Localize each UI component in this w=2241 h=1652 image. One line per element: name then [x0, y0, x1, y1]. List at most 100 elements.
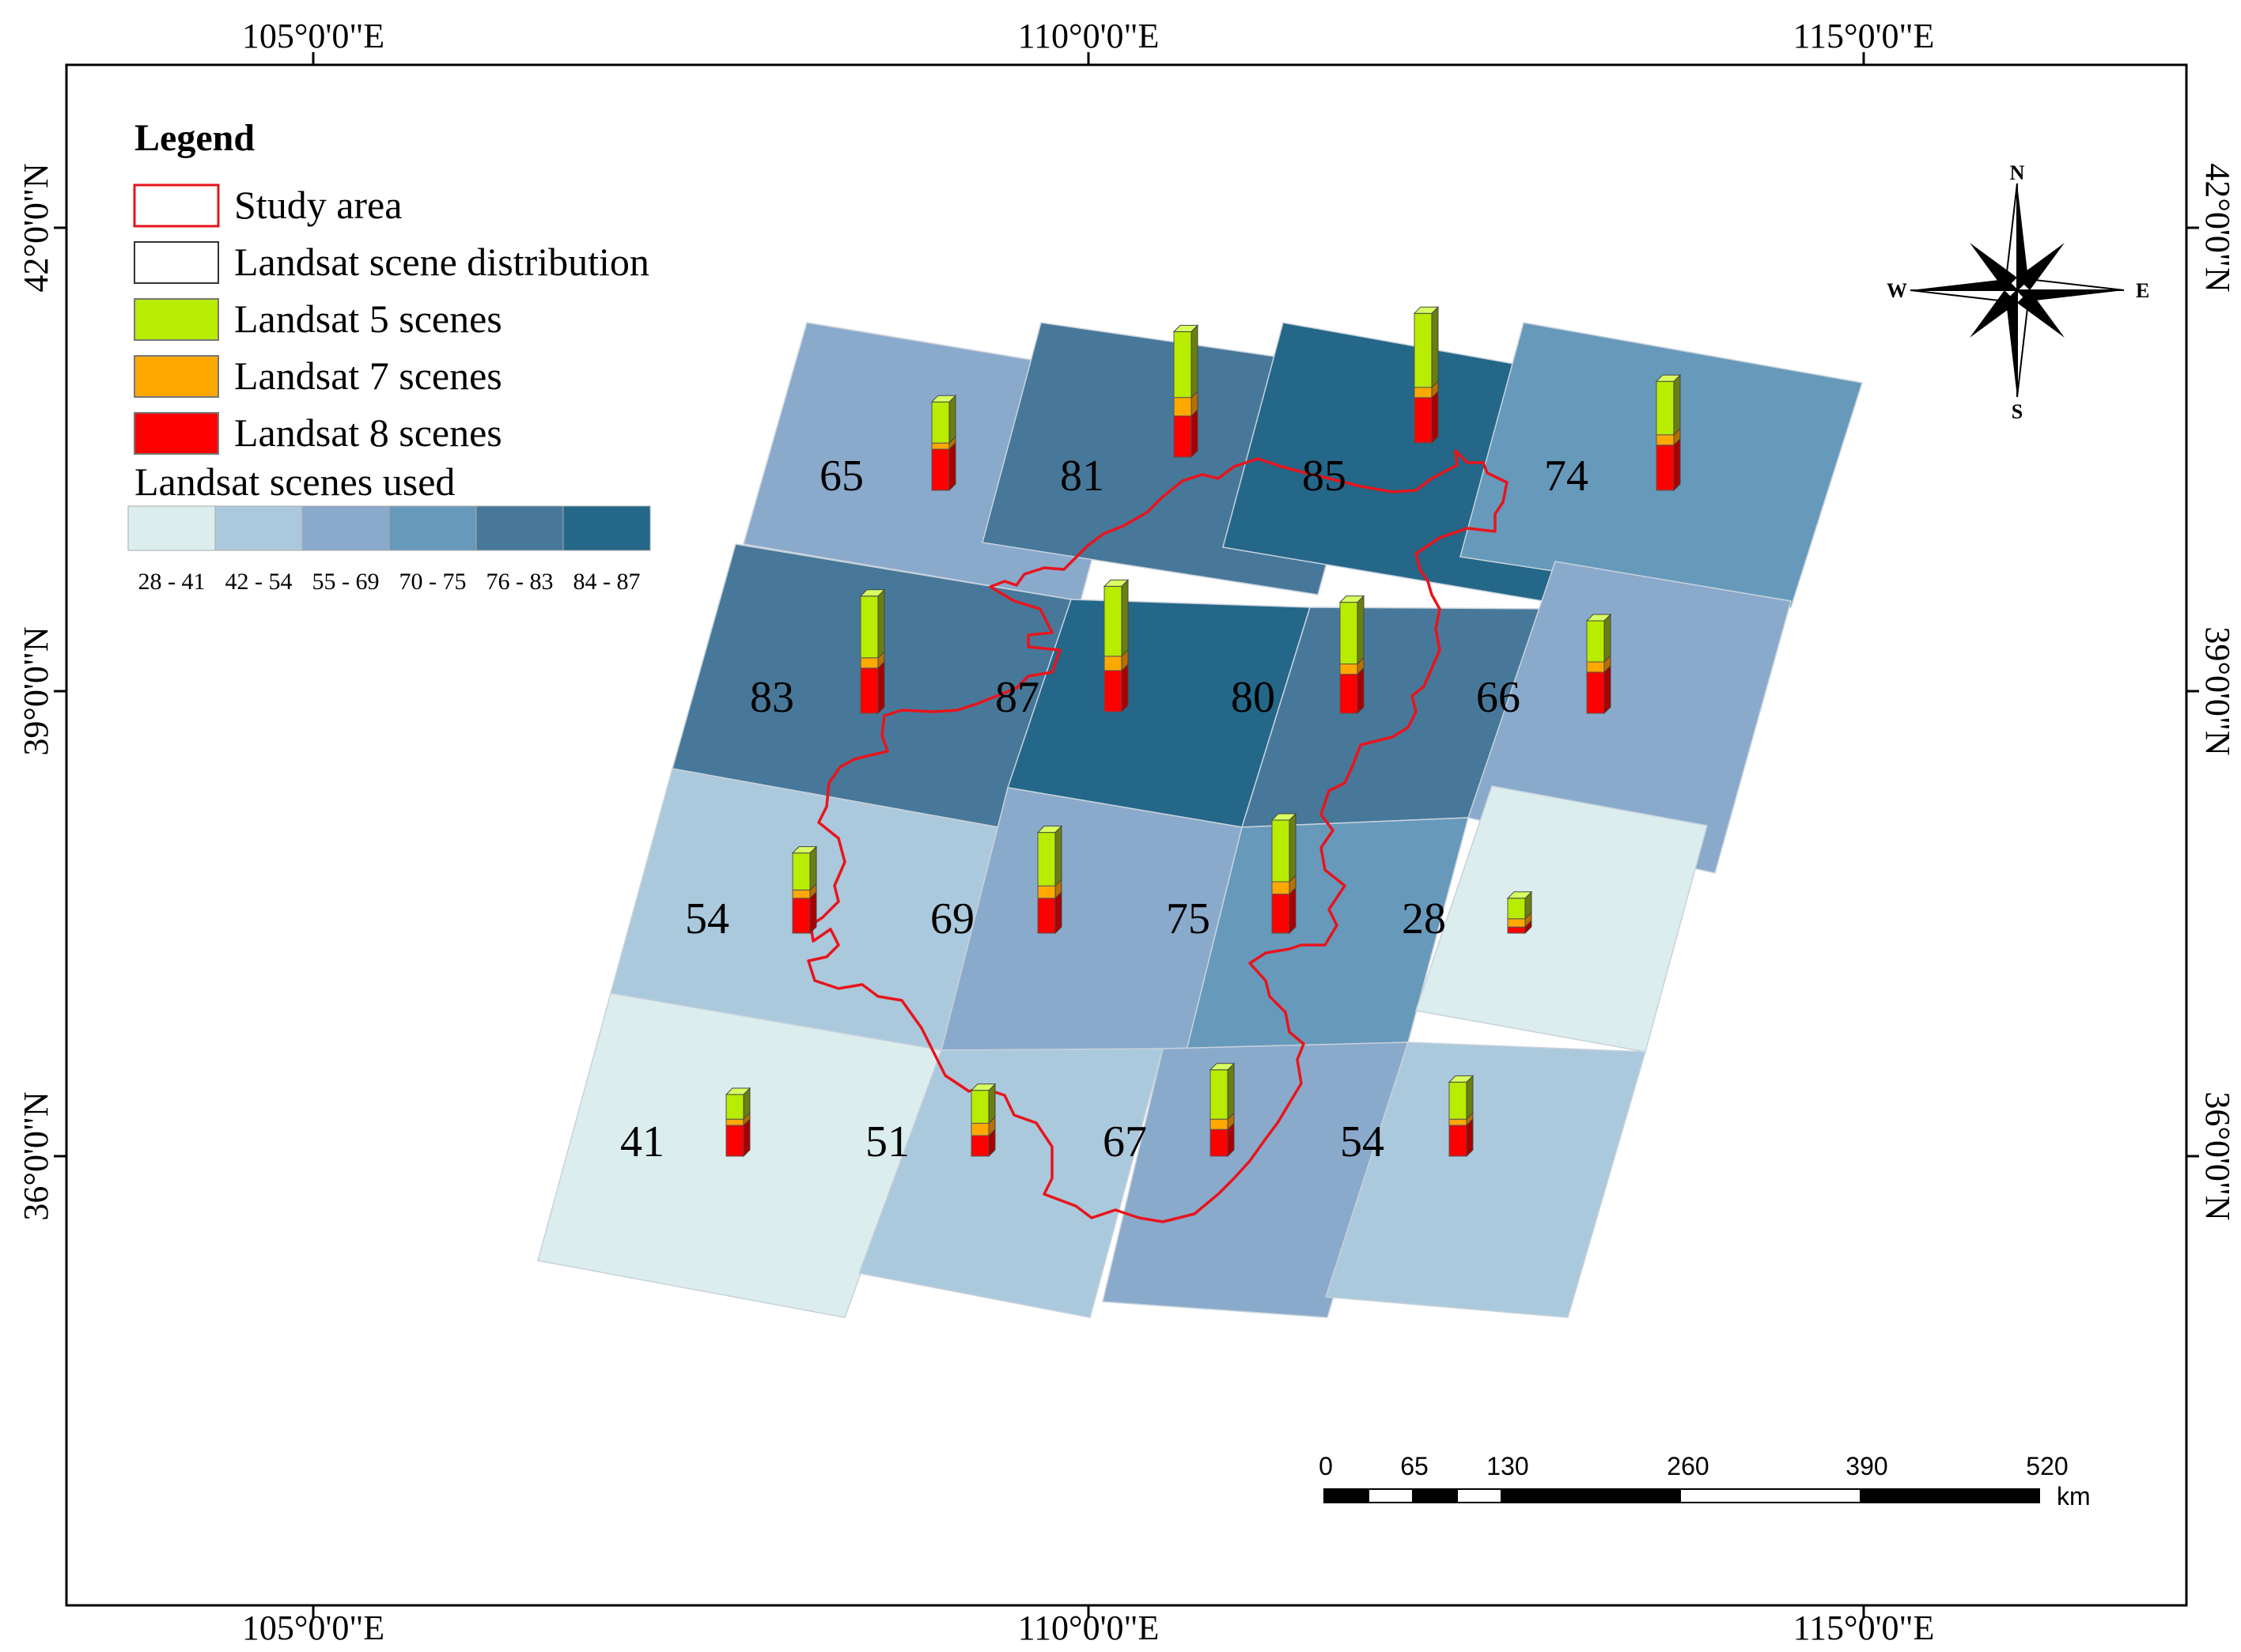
bar-segment-landsat5	[930, 394, 957, 444]
legend-ramp-title: Landsat scenes used	[134, 459, 455, 504]
scale-bar: 0 65 130 260 390 520 km	[1319, 1452, 2091, 1510]
legend-label-study-area: Study area	[234, 183, 402, 227]
bar-segment-landsat8	[1656, 437, 1681, 492]
left-lat-label-2: 39°0'0"N	[17, 626, 55, 755]
bar-segment-landsat8	[931, 441, 956, 492]
scene-stacked-bar	[791, 845, 818, 935]
scale-label-0: 0	[1319, 1452, 1333, 1480]
bar-segment-landsat5	[1413, 305, 1440, 389]
legend: Legend Study area Landsat scene distribu…	[127, 117, 651, 595]
color-ramp: 28 - 41 42 - 54 55 - 69 70 - 75 76 - 83 84 - …	[127, 505, 651, 595]
study-area-boundary	[807, 449, 1509, 1223]
bar-segment-landsat8	[860, 660, 885, 715]
ramp-class-label: 76 - 83	[486, 569, 554, 595]
scale-label-65: 65	[1400, 1452, 1429, 1480]
ramp-swatch	[301, 505, 390, 551]
ramp-swatch	[127, 505, 216, 551]
left-lat-label-1: 42°0'0"N	[17, 163, 55, 292]
scene-stacked-bar	[859, 588, 886, 715]
ramp-class-label: 55 - 69	[312, 569, 380, 595]
ramp-class-label: 28 - 41	[138, 569, 206, 595]
bar-segment-landsat7	[1656, 427, 1681, 447]
scene-count-label: 81	[1060, 452, 1104, 501]
scale-label-520: 520	[2026, 1452, 2068, 1480]
bar-segment-landsat7	[1414, 380, 1439, 399]
bar-segment-landsat7	[1209, 1111, 1235, 1131]
bar-segment-landsat7	[1173, 390, 1198, 418]
bar-segment-landsat5	[1506, 890, 1533, 921]
bar-segment-landsat5	[1209, 1062, 1236, 1121]
ramp-swatch	[475, 505, 564, 551]
scene-tile	[857, 1048, 1164, 1318]
right-lat-label-3: 36°0'0"N	[2198, 1091, 2237, 1220]
bar-segment-landsat8	[1173, 408, 1198, 459]
bar-segment-landsat7	[1037, 878, 1062, 900]
scene-count-label: 66	[1476, 673, 1520, 722]
scene-count-label: 75	[1166, 894, 1210, 943]
scene-count-label: 87	[995, 673, 1039, 722]
legend-swatch-study-area	[133, 183, 220, 228]
scene-stacked-bar	[1655, 373, 1682, 492]
scene-labels-layer: 65 81 85 74 83 87 80 66 54 69 75 28 41 51 67 54	[620, 452, 1588, 1166]
legend-label-scene-distribution: Landsat scene distribution	[234, 240, 649, 284]
bar-segment-landsat7	[1586, 654, 1611, 674]
compass-north-label: N	[2010, 161, 2025, 184]
top-lon-label-3: 115°0'0"E	[1793, 17, 1935, 55]
scene-stacked-bar	[1103, 579, 1130, 713]
top-lon-label-1: 105°0'0"E	[242, 17, 384, 55]
bar-segment-landsat5	[725, 1087, 751, 1121]
bar-segment-landsat7	[1271, 874, 1297, 895]
bar-segment-landsat5	[1655, 373, 1682, 437]
scene-count-label: 54	[1340, 1117, 1384, 1166]
scene-stacked-bar	[1448, 1075, 1474, 1158]
bar-segment-landsat5	[1036, 825, 1063, 887]
legend-swatch-landsat8	[134, 412, 219, 455]
legend-label-landsat8: Landsat 8 scenes	[234, 410, 502, 455]
bottom-lon-label-3: 115°0'0"E	[1793, 1609, 1935, 1647]
right-lat-label-1: 42°0'0"N	[2198, 163, 2237, 292]
left-lat-label-3: 36°0'0"N	[17, 1091, 55, 1220]
scene-stacked-bar	[1209, 1062, 1236, 1158]
bar-segment-landsat8	[1586, 664, 1611, 715]
graticule-ticks	[54, 52, 2199, 1618]
compass-east-label: E	[2136, 279, 2149, 302]
ramp-swatch	[214, 505, 303, 551]
scene-stacked-bar	[1506, 890, 1533, 935]
scene-stacked-bar	[1036, 825, 1063, 935]
compass-rose-icon: N S E W	[1887, 161, 2149, 423]
bar-segment-landsat8	[971, 1128, 996, 1158]
bar-segment-landsat8	[1103, 663, 1129, 713]
legend-swatch-landsat7	[134, 355, 219, 398]
bar-segment-landsat8	[725, 1117, 751, 1158]
scene-count-label: 80	[1231, 673, 1275, 722]
scene-tile	[1467, 561, 1792, 874]
bar-segment-landsat5	[1103, 579, 1130, 658]
scene-stacked-bar	[930, 394, 957, 492]
scene-count-label: 74	[1544, 452, 1588, 501]
compass-south-label: S	[2012, 400, 2023, 423]
scene-stacked-bar	[1172, 324, 1199, 459]
top-lon-label-2: 110°0'0"E	[1018, 17, 1160, 55]
bar-segment-landsat8	[1271, 886, 1297, 935]
scale-label-130: 130	[1486, 1452, 1528, 1480]
scene-count-label: 83	[750, 673, 794, 722]
scene-tile	[1102, 1041, 1410, 1318]
bottom-lon-label-2: 110°0'0"E	[1018, 1609, 1160, 1647]
bar-segment-landsat8	[1448, 1117, 1474, 1158]
scene-count-label: 67	[1103, 1117, 1147, 1166]
bar-segment-landsat5	[1585, 613, 1612, 663]
right-lat-label-2: 39°0'0"N	[2198, 626, 2237, 755]
legend-label-landsat5: Landsat 5 scenes	[234, 297, 502, 341]
legend-swatch-landsat5	[134, 298, 219, 341]
scene-count-label: 54	[685, 894, 729, 943]
bottom-lon-label-1: 105°0'0"E	[242, 1609, 384, 1647]
ramp-swatch	[562, 505, 651, 551]
compass-west-label: W	[1887, 279, 1907, 302]
scene-tile	[1324, 1041, 1646, 1318]
legend-label-landsat7: Landsat 7 scenes	[234, 353, 502, 398]
scene-stacked-bar	[1585, 613, 1612, 715]
ramp-swatch	[388, 505, 477, 551]
scale-label-390: 390	[1845, 1452, 1887, 1480]
scene-count-label: 65	[820, 452, 864, 501]
